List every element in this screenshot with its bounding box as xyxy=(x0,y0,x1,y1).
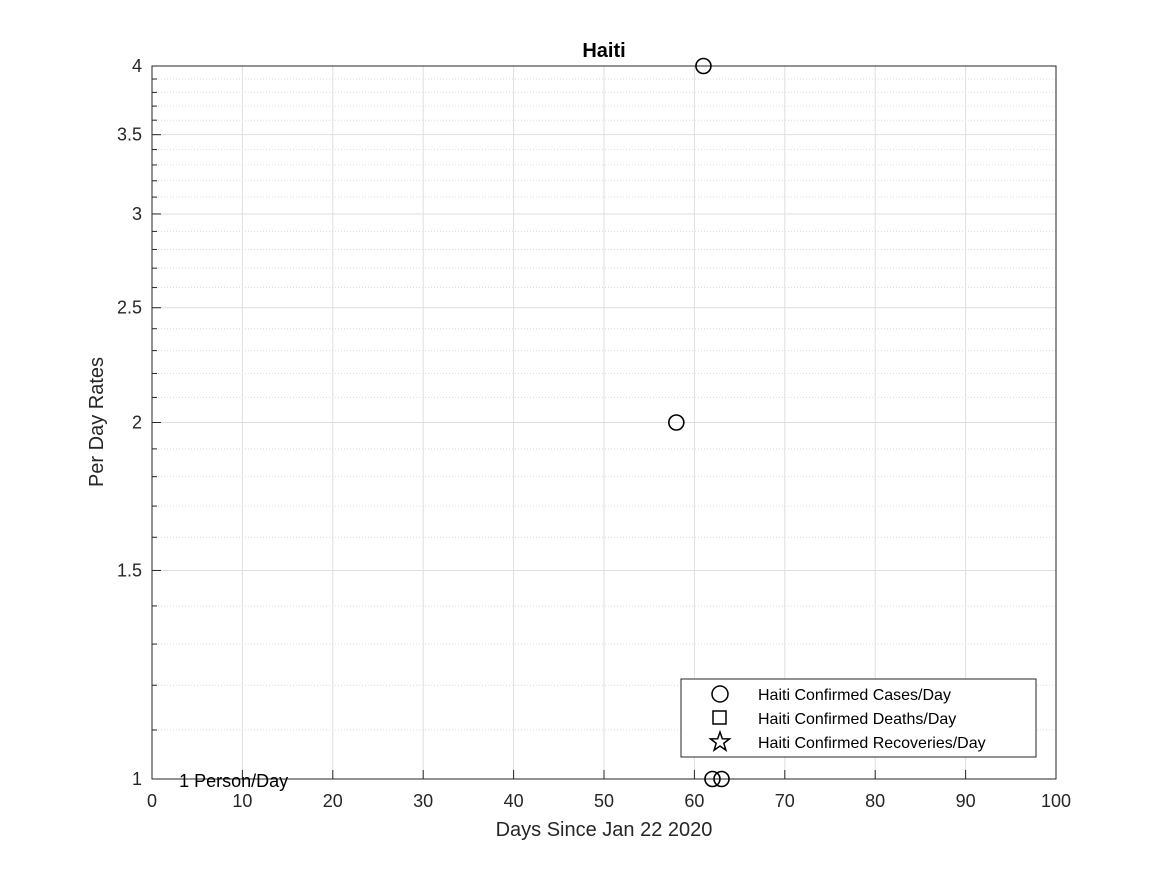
legend-entry-recoveries: Haiti Confirmed Recoveries/Day xyxy=(758,735,986,752)
data-point-cases xyxy=(668,414,685,431)
y-tick-label: 3.5 xyxy=(117,125,142,145)
x-tick-label: 20 xyxy=(323,791,343,811)
x-tick-label: 50 xyxy=(594,791,614,811)
y-axis-label: Per Day Rates xyxy=(86,357,108,487)
legend-marker-star xyxy=(708,729,732,752)
annotation-one-person-per-day: 1 Person/Day xyxy=(179,771,288,791)
y-tick-label: 1.5 xyxy=(117,560,142,580)
y-tick-label: 2.5 xyxy=(117,298,142,318)
y-tick-label: 3 xyxy=(132,204,142,224)
y-tick-label: 4 xyxy=(132,56,142,76)
x-tick-label: 40 xyxy=(504,791,524,811)
y-tick-label: 1 xyxy=(132,769,142,789)
chart-title: Haiti xyxy=(582,40,625,62)
legend-marker-circle xyxy=(711,685,729,703)
legend: Haiti Confirmed Cases/Day Haiti Confirme… xyxy=(680,678,1037,758)
x-tick-label: 60 xyxy=(684,791,704,811)
data-point-cases xyxy=(704,770,721,788)
x-axis-label: Days Since Jan 22 2020 xyxy=(496,819,713,841)
x-tick-label: 0 xyxy=(147,791,157,811)
data-point-cases xyxy=(713,770,730,788)
x-tick-label: 90 xyxy=(956,791,976,811)
data-points xyxy=(668,57,730,788)
x-axis-ticks: 0 10 20 30 40 50 60 70 80 90 100 xyxy=(147,770,1071,811)
legend-entry-deaths: Haiti Confirmed Deaths/Day xyxy=(758,711,956,728)
x-tick-label: 70 xyxy=(775,791,795,811)
data-point-cases xyxy=(695,57,712,75)
y-tick-label: 2 xyxy=(132,413,142,433)
x-tick-label: 30 xyxy=(413,791,433,811)
x-tick-label: 10 xyxy=(232,791,252,811)
x-tick-label: 100 xyxy=(1041,791,1071,811)
legend-box xyxy=(680,678,1037,758)
legend-marker-square xyxy=(712,710,727,725)
x-tick-label: 80 xyxy=(865,791,885,811)
y-axis-ticks: 1 1.5 2 2.5 3 3.5 4 xyxy=(117,56,161,789)
legend-entry-cases: Haiti Confirmed Cases/Day xyxy=(758,687,951,704)
